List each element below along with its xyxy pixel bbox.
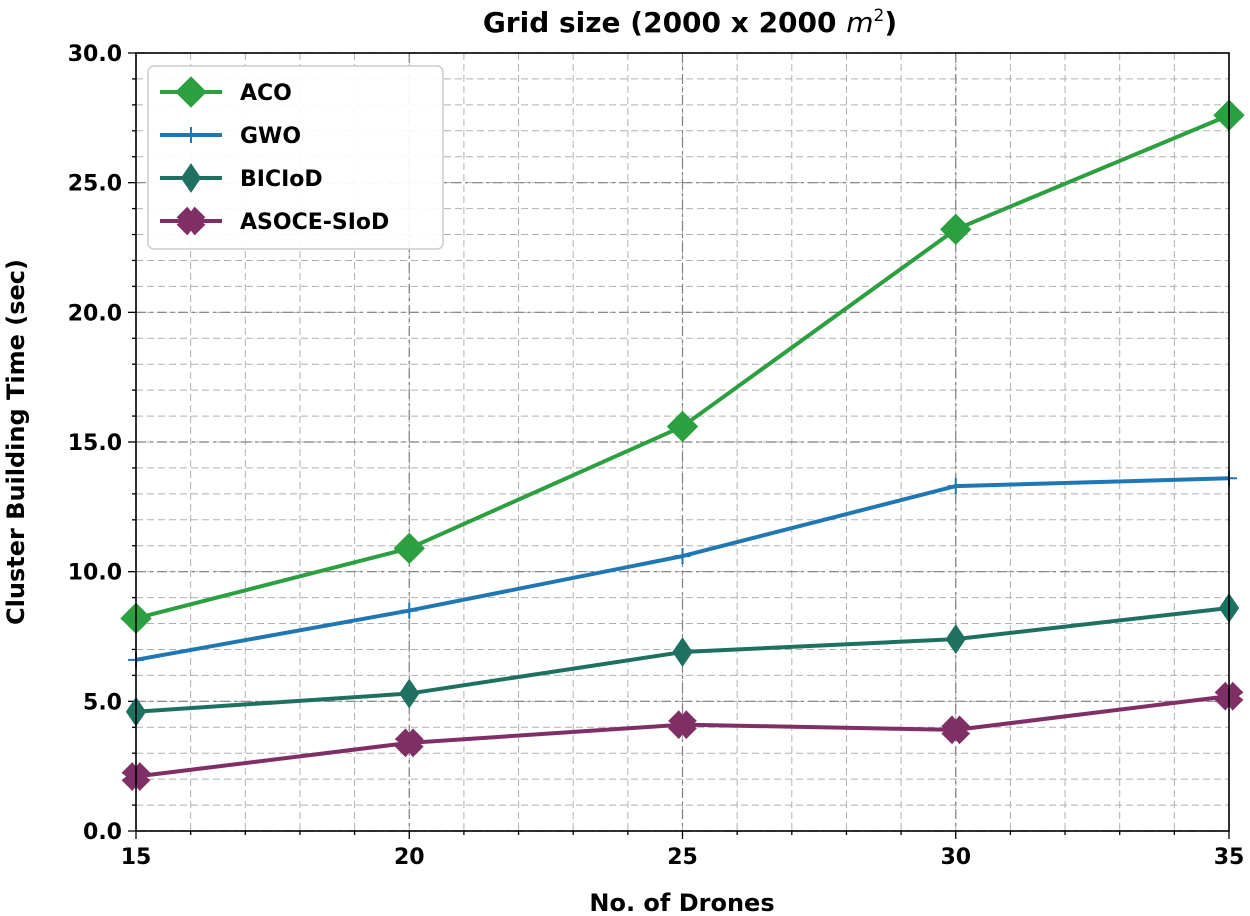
- x-tick-label: 35: [1214, 845, 1245, 870]
- data-point-gwo: [401, 602, 418, 619]
- legend-label-gwo: GWO: [240, 124, 301, 149]
- data-point-gwo: [674, 548, 691, 565]
- chart-title: Grid size (2000 x 2000 m2): [483, 6, 897, 39]
- legend: ACO GWO BICIoD ASOCE-SIoD: [147, 65, 444, 250]
- x-tick-label: 30: [940, 845, 971, 870]
- legend-marker-aco: [175, 76, 207, 108]
- data-point-asoce-siod: [668, 710, 697, 740]
- series-asoce-siod: [121, 681, 1244, 791]
- y-tick-label: 5.0: [83, 690, 122, 715]
- legend-item-asoce-siod: ASOCE-SIoD: [160, 206, 389, 236]
- data-point-gwo: [947, 478, 964, 495]
- legend-label-biciod: BICIoD: [240, 167, 323, 192]
- data-point-aco: [393, 532, 425, 565]
- data-point-asoce-siod: [394, 728, 424, 758]
- legend-label-aco: ACO: [240, 81, 292, 106]
- x-tick-label: 25: [667, 845, 698, 870]
- axis-ticks: 15 20 25 30 35 0.0 5.0 10.0 15.0 20.0 25.0 30.0: [68, 42, 1245, 870]
- y-tick-label: 25.0: [68, 172, 122, 197]
- y-tick-label: 30.0: [68, 42, 122, 67]
- legend-marker-gwo: [183, 127, 199, 143]
- legend-box: [147, 65, 444, 250]
- legend-item-biciod: BICIoD: [160, 163, 323, 193]
- data-point-biciod: [399, 678, 420, 709]
- plot-series: [120, 99, 1245, 791]
- legend-item-gwo: GWO: [160, 124, 301, 149]
- x-tick-label: 15: [121, 845, 152, 870]
- data-point-aco: [940, 213, 972, 246]
- data-point-biciod: [945, 624, 966, 654]
- data-point-asoce-siod: [941, 715, 971, 745]
- plot-frame: [135, 52, 1230, 832]
- data-point-biciod: [672, 637, 693, 667]
- series-biciod: [125, 593, 1240, 727]
- legend-label-asoce-siod: ASOCE-SIoD: [240, 210, 389, 235]
- x-axis-title: No. of Drones: [589, 889, 774, 916]
- legend-marker-asoce-siod: [176, 206, 206, 236]
- y-tick-label: 0.0: [83, 820, 122, 845]
- y-tick-label: 10.0: [68, 561, 122, 586]
- legend-item-aco: ACO: [160, 76, 292, 108]
- y-tick-label: 15.0: [68, 431, 122, 456]
- x-tick-label: 20: [394, 845, 425, 870]
- y-axis-title: Cluster Building Time (sec): [2, 259, 30, 625]
- y-tick-label: 20.0: [68, 301, 122, 326]
- data-point-aco: [666, 410, 699, 443]
- legend-marker-biciod: [180, 163, 202, 193]
- series-aco: [120, 99, 1245, 635]
